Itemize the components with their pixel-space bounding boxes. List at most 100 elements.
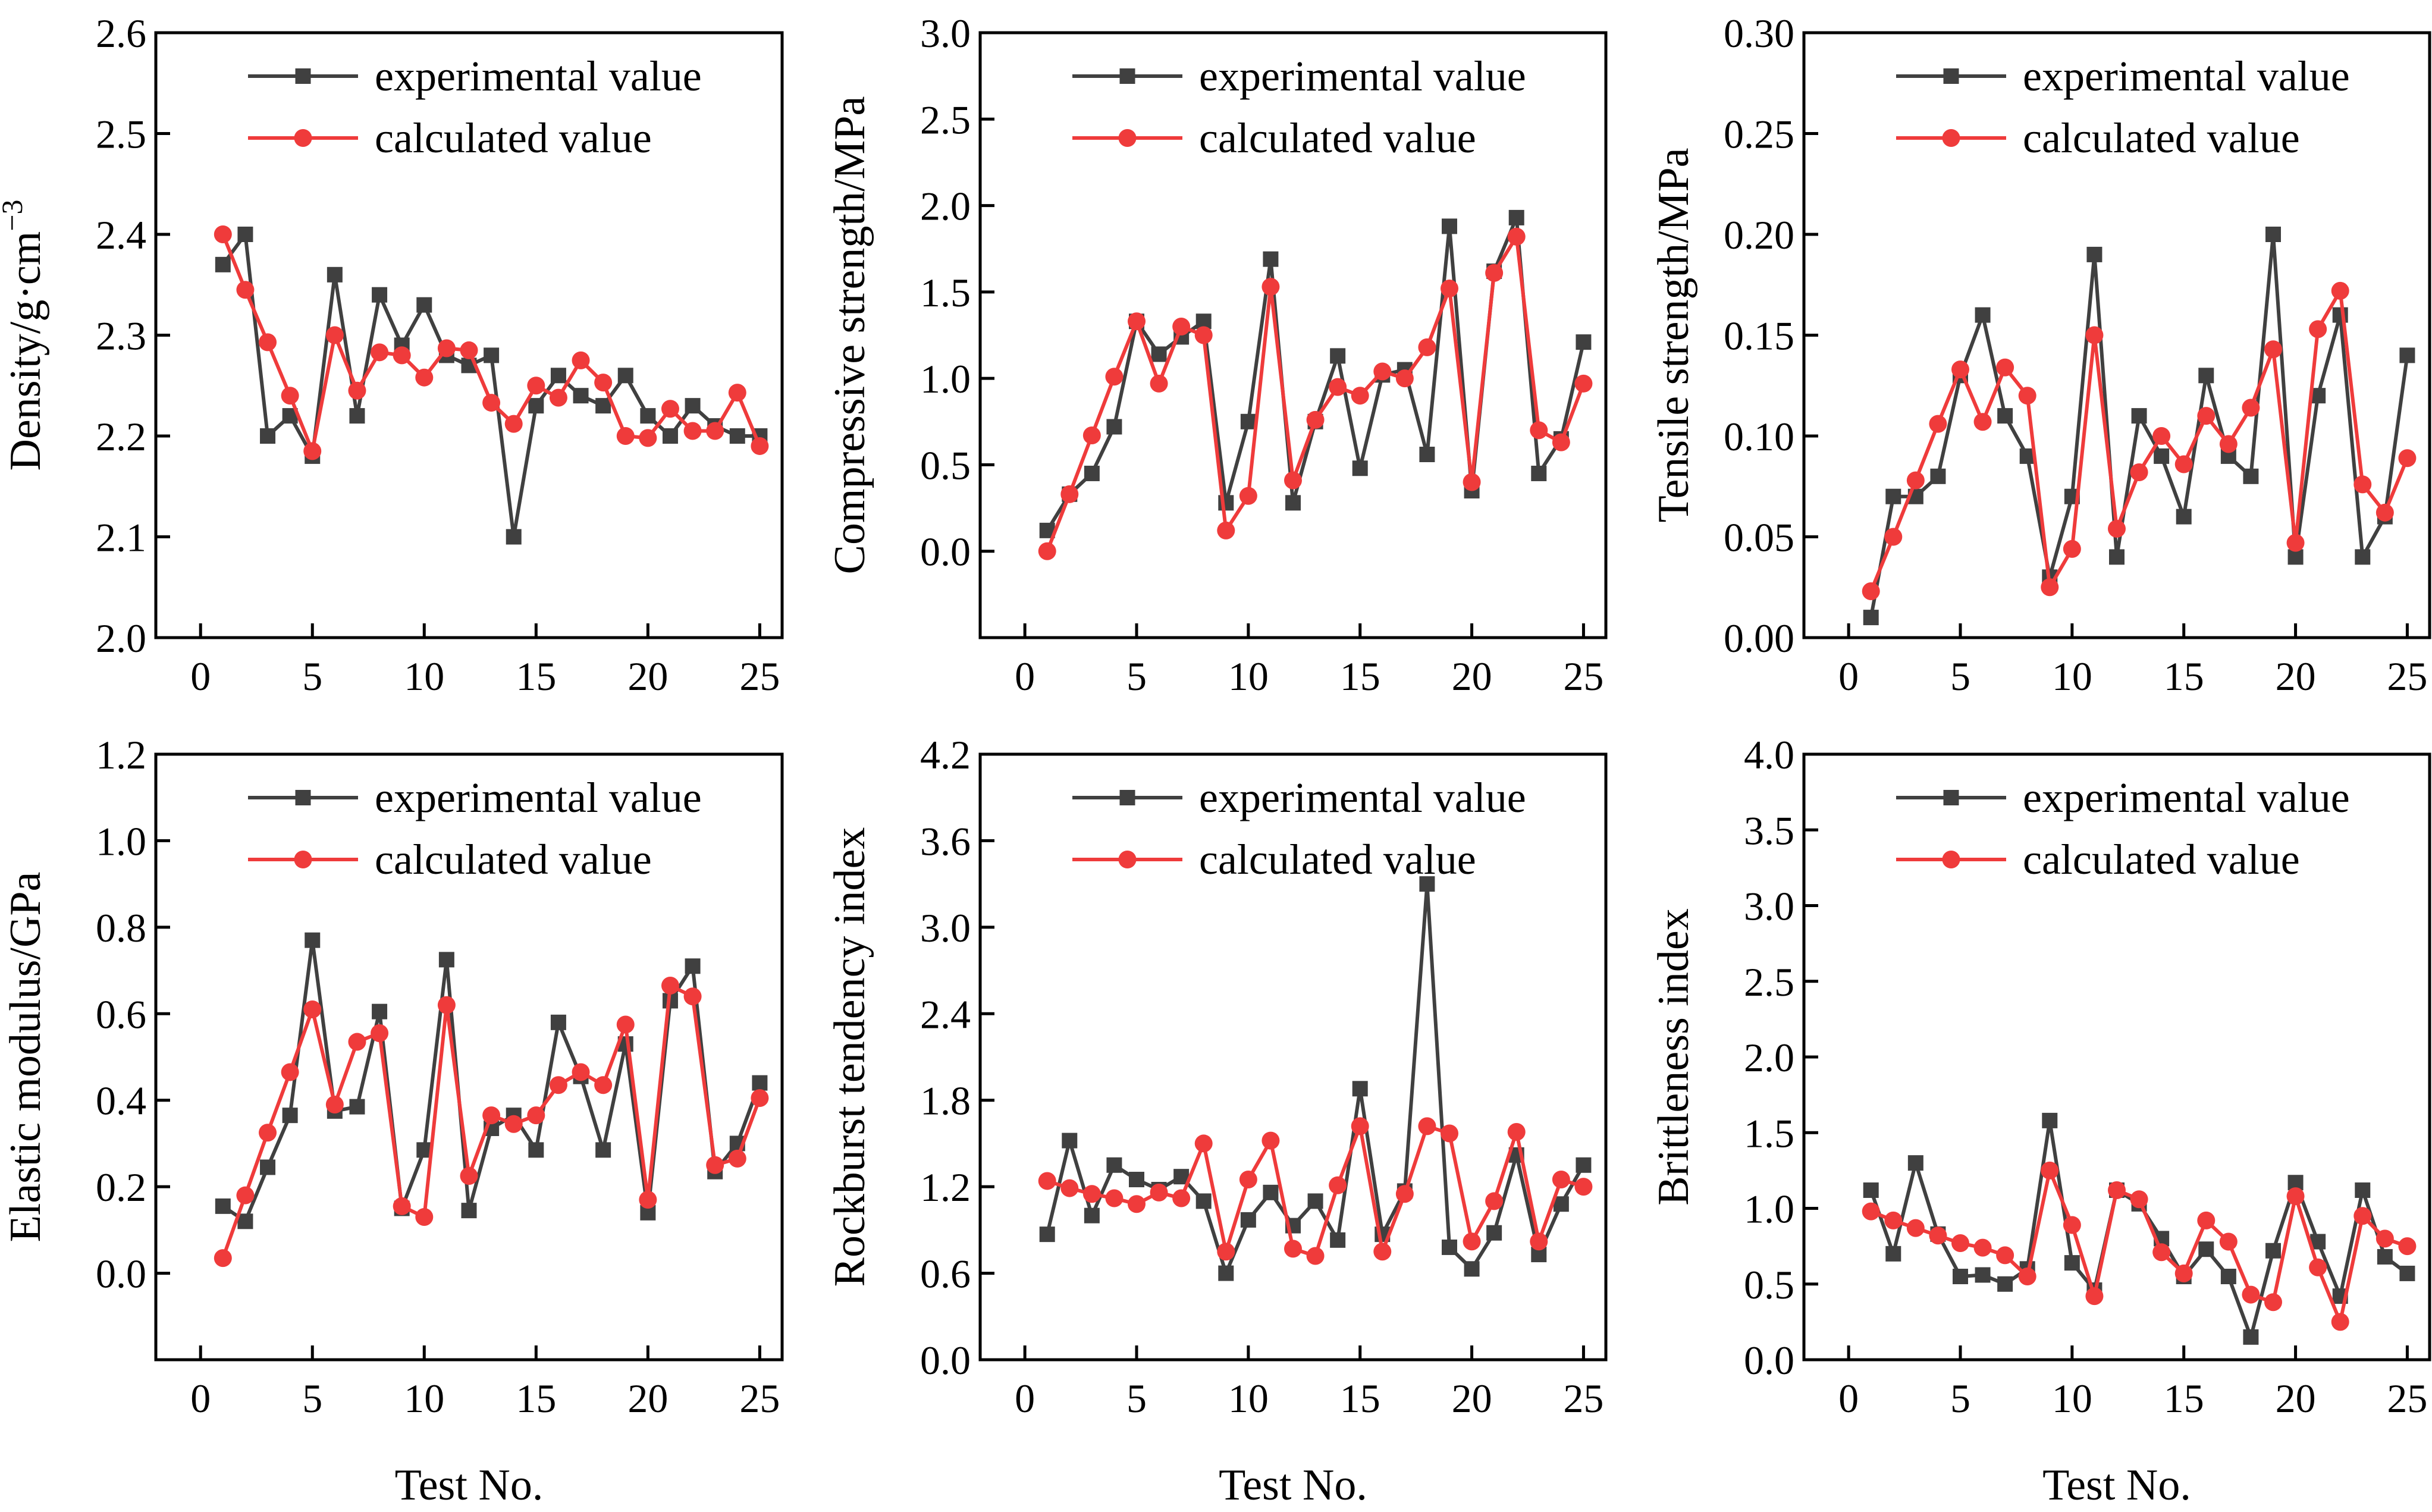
- calculated-point: [2041, 578, 2059, 597]
- chart-panel-compressive: 0 5 10 15 20 25 0.0 0.5 1.0 1.5 2.0 2.5 3.0 Compressi…: [826, 11, 1608, 699]
- calculated-point: [2085, 1287, 2104, 1306]
- experimental-point: [1576, 1157, 1592, 1173]
- y-tick-label: 3.6: [920, 818, 971, 864]
- experimental-point: [1084, 465, 1100, 481]
- experimental-point: [729, 428, 745, 444]
- y-tick-label: 2.5: [96, 112, 146, 157]
- calculated-point: [2219, 1232, 2238, 1251]
- experimental-point: [1863, 610, 1879, 626]
- experimental-point: [2064, 1255, 2080, 1271]
- calculated-point: [2375, 1229, 2394, 1248]
- calculated-point: [1906, 471, 1925, 490]
- calculated-point: [1574, 1178, 1593, 1196]
- calculated-point: [661, 977, 679, 995]
- x-tick-label: 25: [1563, 1376, 1603, 1421]
- y-tick-label: 0.0: [920, 529, 971, 575]
- legend-calculated-label: calculated value: [2023, 836, 2300, 883]
- legend-experimental-marker: [1943, 68, 1959, 84]
- y-tick-label: 0.0: [920, 1338, 971, 1383]
- calculated-point: [1284, 1240, 1302, 1258]
- x-tick-label: 5: [1950, 1376, 1970, 1421]
- x-tick-label: 20: [2276, 654, 2316, 699]
- calculated-point: [2041, 1161, 2059, 1180]
- experimental-point: [2042, 1112, 2058, 1128]
- calculated-point: [1060, 1179, 1079, 1197]
- calculated-point: [259, 333, 277, 352]
- y-tick-label: 1.0: [920, 356, 971, 401]
- chart-panel-tensile: 0 5 10 15 20 25 0.00 0.05 0.10 0.15 0.20 0.25 0.30 Te…: [1649, 11, 2431, 699]
- calculated-point: [1284, 471, 1302, 490]
- y-tick-label: 2.1: [96, 515, 146, 560]
- calculated-point: [2353, 1207, 2372, 1225]
- experimental-point: [1419, 876, 1435, 892]
- y-tick-label: 0.00: [1724, 616, 1794, 661]
- x-tick-label: 25: [739, 1376, 780, 1421]
- experimental-point: [528, 398, 544, 414]
- legend-experimental-marker: [1119, 790, 1135, 805]
- calculated-point: [1128, 1195, 1146, 1213]
- experimental-point: [1953, 1269, 1968, 1285]
- legend-calculated-marker: [1118, 851, 1137, 868]
- y-tick-label: 0.0: [96, 1251, 146, 1297]
- calculated-point: [2174, 455, 2193, 473]
- calculated-point: [2375, 503, 2394, 522]
- calculated-point: [2331, 1313, 2349, 1331]
- calculated-point: [2108, 1181, 2126, 1199]
- calculated-point: [2085, 326, 2104, 344]
- calculated-point: [1951, 360, 1969, 379]
- calculated-point: [1128, 312, 1146, 331]
- x-tick-label: 25: [2387, 1376, 2427, 1421]
- x-tick-label: 0: [1015, 1376, 1035, 1421]
- calculated-point: [1105, 368, 1124, 386]
- calculated-point: [1929, 415, 1947, 433]
- calculated-point: [482, 1106, 501, 1125]
- x-tick-label: 5: [1950, 654, 1970, 699]
- calculated-point: [303, 1000, 322, 1019]
- legend-calculated-marker: [294, 129, 312, 147]
- plot-frame: [978, 31, 1608, 639]
- y-tick-label: 0.5: [1744, 1262, 1794, 1307]
- calculated-point: [572, 351, 590, 369]
- experimental-point: [484, 347, 500, 363]
- y-tick-label: 1.2: [96, 732, 146, 777]
- calculated-point: [1485, 1192, 1504, 1210]
- y-tick-label: 2.6: [96, 11, 146, 56]
- x-tick-label: 20: [1452, 654, 1492, 699]
- calculated-point: [683, 422, 702, 440]
- y-tick-label: 2.3: [96, 313, 146, 359]
- y-tick-label: 0.0: [1744, 1338, 1794, 1383]
- legend-experimental-label: experimental value: [2023, 774, 2350, 821]
- experimental-point: [2265, 1243, 2281, 1259]
- legend: experimental value calculated value: [248, 52, 702, 162]
- calculated-point: [259, 1124, 277, 1142]
- experimental-point: [1307, 1193, 1323, 1209]
- calculated-point: [1261, 278, 1280, 296]
- experimental-point: [1930, 468, 1946, 484]
- experimental-point: [2243, 1329, 2259, 1345]
- calculated-point: [1239, 1171, 1257, 1189]
- calculated-point: [1530, 1232, 1548, 1251]
- legend-experimental-label: experimental value: [375, 52, 702, 100]
- calculated-point: [2152, 427, 2171, 445]
- calculated-point: [1038, 1172, 1056, 1190]
- legend: experimental value calculated value: [248, 774, 702, 883]
- x-axis-title: Test No.: [2042, 1461, 2191, 1510]
- calculated-point: [751, 437, 769, 455]
- chart-panel-elastic: 0 5 10 15 20 25 0.0 0.2 0.4 0.6 0.8 1.0 1.2 Elastic m…: [1, 732, 784, 1510]
- calculated-point: [1862, 582, 1880, 601]
- x-tick-label: 0: [1838, 654, 1859, 699]
- y-tick-label: 3.5: [1744, 808, 1794, 853]
- legend: experimental value calculated value: [1896, 774, 2350, 883]
- legend-experimental-label: experimental value: [1199, 52, 1526, 100]
- calculated-point: [2130, 1190, 2148, 1209]
- experimental-point: [1330, 1232, 1346, 1248]
- calculated-point: [728, 384, 746, 402]
- experimental-point: [1975, 1267, 1991, 1283]
- experimental-point: [2355, 549, 2371, 565]
- calculated-point: [751, 1089, 769, 1108]
- y-tick-label: 2.0: [920, 184, 971, 229]
- y-tick-label: 0.6: [920, 1251, 971, 1297]
- experimental-point: [2377, 1249, 2393, 1265]
- legend-experimental-marker: [1119, 68, 1135, 84]
- calculated-point: [482, 394, 501, 412]
